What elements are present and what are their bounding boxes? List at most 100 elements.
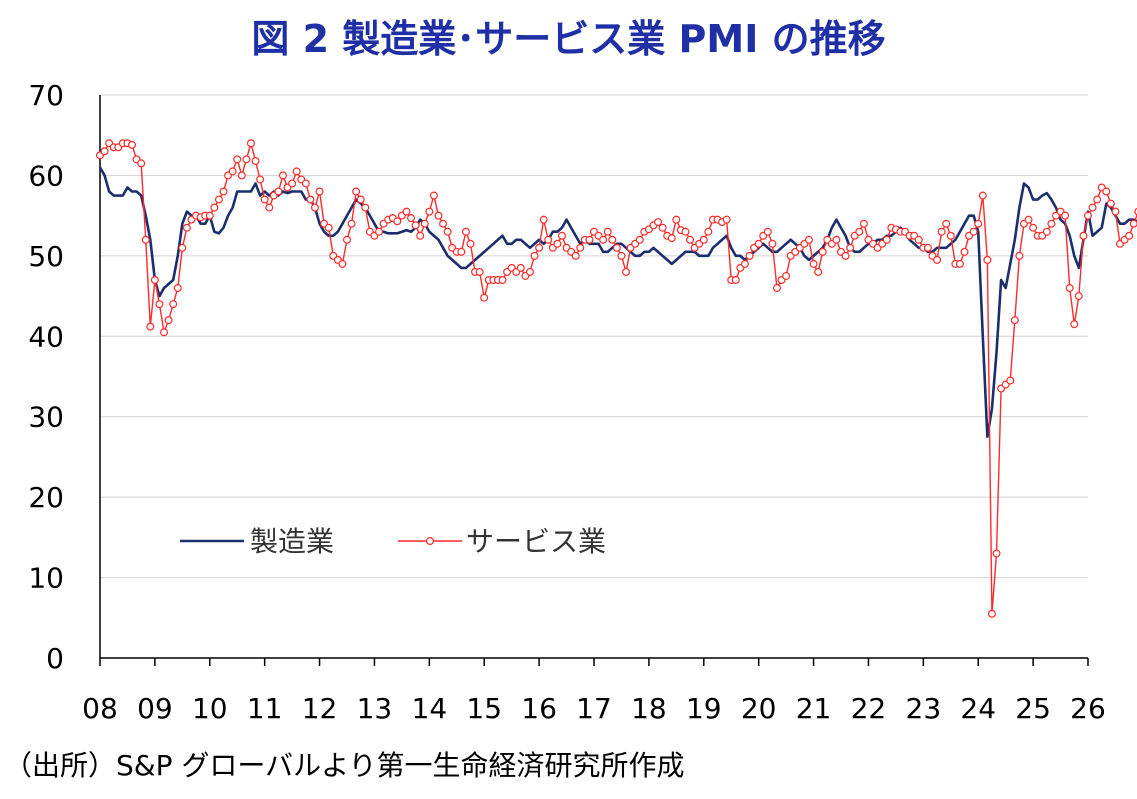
data-point xyxy=(974,219,983,228)
data-point xyxy=(402,207,411,216)
data-point xyxy=(658,223,667,232)
data-point xyxy=(612,243,621,252)
data-point xyxy=(274,187,283,196)
data-point xyxy=(1125,231,1134,240)
data-point xyxy=(772,284,781,293)
pmi-line-chart: 0 10 20 30 40 50 60 70 08 09 10 11 12 13 14 15 16 17 18 19 2… xyxy=(28,79,1137,725)
data-point xyxy=(356,195,365,204)
data-point xyxy=(1010,316,1019,325)
data-point xyxy=(745,251,754,260)
data-point xyxy=(228,167,237,176)
data-point xyxy=(754,239,763,248)
data-point xyxy=(608,235,617,244)
data-point xyxy=(946,231,955,240)
data-point xyxy=(393,217,402,226)
x-tick-label: 14 xyxy=(412,692,448,725)
data-point xyxy=(576,243,585,252)
y-tick-label: 50 xyxy=(28,240,64,273)
data-point xyxy=(923,243,932,252)
y-tick-label: 40 xyxy=(28,320,64,353)
data-point xyxy=(942,219,951,228)
x-tick-label: 23 xyxy=(906,692,942,725)
data-point xyxy=(914,235,923,244)
data-point xyxy=(155,300,164,309)
data-point xyxy=(1024,215,1033,224)
data-point xyxy=(622,267,631,276)
x-tick-label: 13 xyxy=(357,692,393,725)
data-point xyxy=(343,235,352,244)
y-tick-label: 0 xyxy=(46,642,64,675)
x-tick-label: 16 xyxy=(521,692,557,725)
x-tick-label: 26 xyxy=(1070,692,1106,725)
data-point xyxy=(1106,199,1115,208)
data-point xyxy=(617,251,626,260)
data-point xyxy=(1134,207,1137,216)
y-tick-label: 10 xyxy=(28,562,64,595)
data-point xyxy=(260,195,269,204)
x-tick-label: 10 xyxy=(192,692,228,725)
data-point xyxy=(256,175,265,184)
data-point xyxy=(809,259,818,268)
legend-label-manufacturing: 製造業 xyxy=(250,525,334,558)
data-point xyxy=(210,203,219,212)
data-point xyxy=(237,171,246,180)
data-point xyxy=(539,215,548,224)
data-point xyxy=(978,191,987,200)
data-point xyxy=(1129,219,1137,228)
data-point xyxy=(704,227,713,236)
data-point xyxy=(498,275,507,284)
data-point xyxy=(599,235,608,244)
data-point xyxy=(544,235,553,244)
data-point xyxy=(288,179,297,188)
data-point xyxy=(969,227,978,236)
x-tick-label: 12 xyxy=(302,692,338,725)
data-point xyxy=(324,223,333,232)
data-point xyxy=(219,187,228,196)
data-point xyxy=(439,219,448,228)
data-point xyxy=(411,221,420,230)
data-point xyxy=(955,259,964,268)
data-point xyxy=(585,235,594,244)
data-point xyxy=(150,275,159,284)
data-point xyxy=(265,203,274,212)
x-tick-label: 11 xyxy=(247,692,283,725)
data-point xyxy=(301,179,310,188)
data-point xyxy=(214,195,223,204)
data-point xyxy=(100,147,109,156)
data-point xyxy=(278,171,287,180)
data-point xyxy=(461,227,470,236)
data-point xyxy=(855,227,864,236)
y-tick-label: 30 xyxy=(28,401,64,434)
data-point xyxy=(306,195,315,204)
data-point xyxy=(169,300,178,309)
data-point xyxy=(987,609,996,618)
data-point xyxy=(164,316,173,325)
data-point xyxy=(740,259,749,268)
source-note: （出所）S&P グローバルより第一生命経済研究所作成 xyxy=(4,749,685,782)
data-point xyxy=(960,247,969,256)
data-point xyxy=(416,231,425,240)
data-point xyxy=(841,251,850,260)
data-point xyxy=(846,243,855,252)
data-point xyxy=(242,155,251,164)
data-point xyxy=(814,267,823,276)
data-point xyxy=(457,247,466,256)
data-point xyxy=(178,243,187,252)
data-point xyxy=(475,267,484,276)
data-point xyxy=(1093,195,1102,204)
data-point xyxy=(182,223,191,232)
x-tick-label: 25 xyxy=(1015,692,1051,725)
y-tick-label: 70 xyxy=(28,79,64,112)
data-point xyxy=(205,211,214,220)
data-point xyxy=(557,231,566,240)
data-point xyxy=(654,218,663,227)
data-point xyxy=(530,251,539,260)
x-tick-label: 15 xyxy=(466,692,502,725)
x-tick-label: 18 xyxy=(631,692,667,725)
data-point xyxy=(375,227,384,236)
data-point xyxy=(1042,227,1051,236)
data-point xyxy=(1006,376,1015,385)
data-point xyxy=(804,235,813,244)
x-tick-label: 22 xyxy=(851,692,887,725)
legend: 製造業 サービス業 xyxy=(180,525,606,558)
